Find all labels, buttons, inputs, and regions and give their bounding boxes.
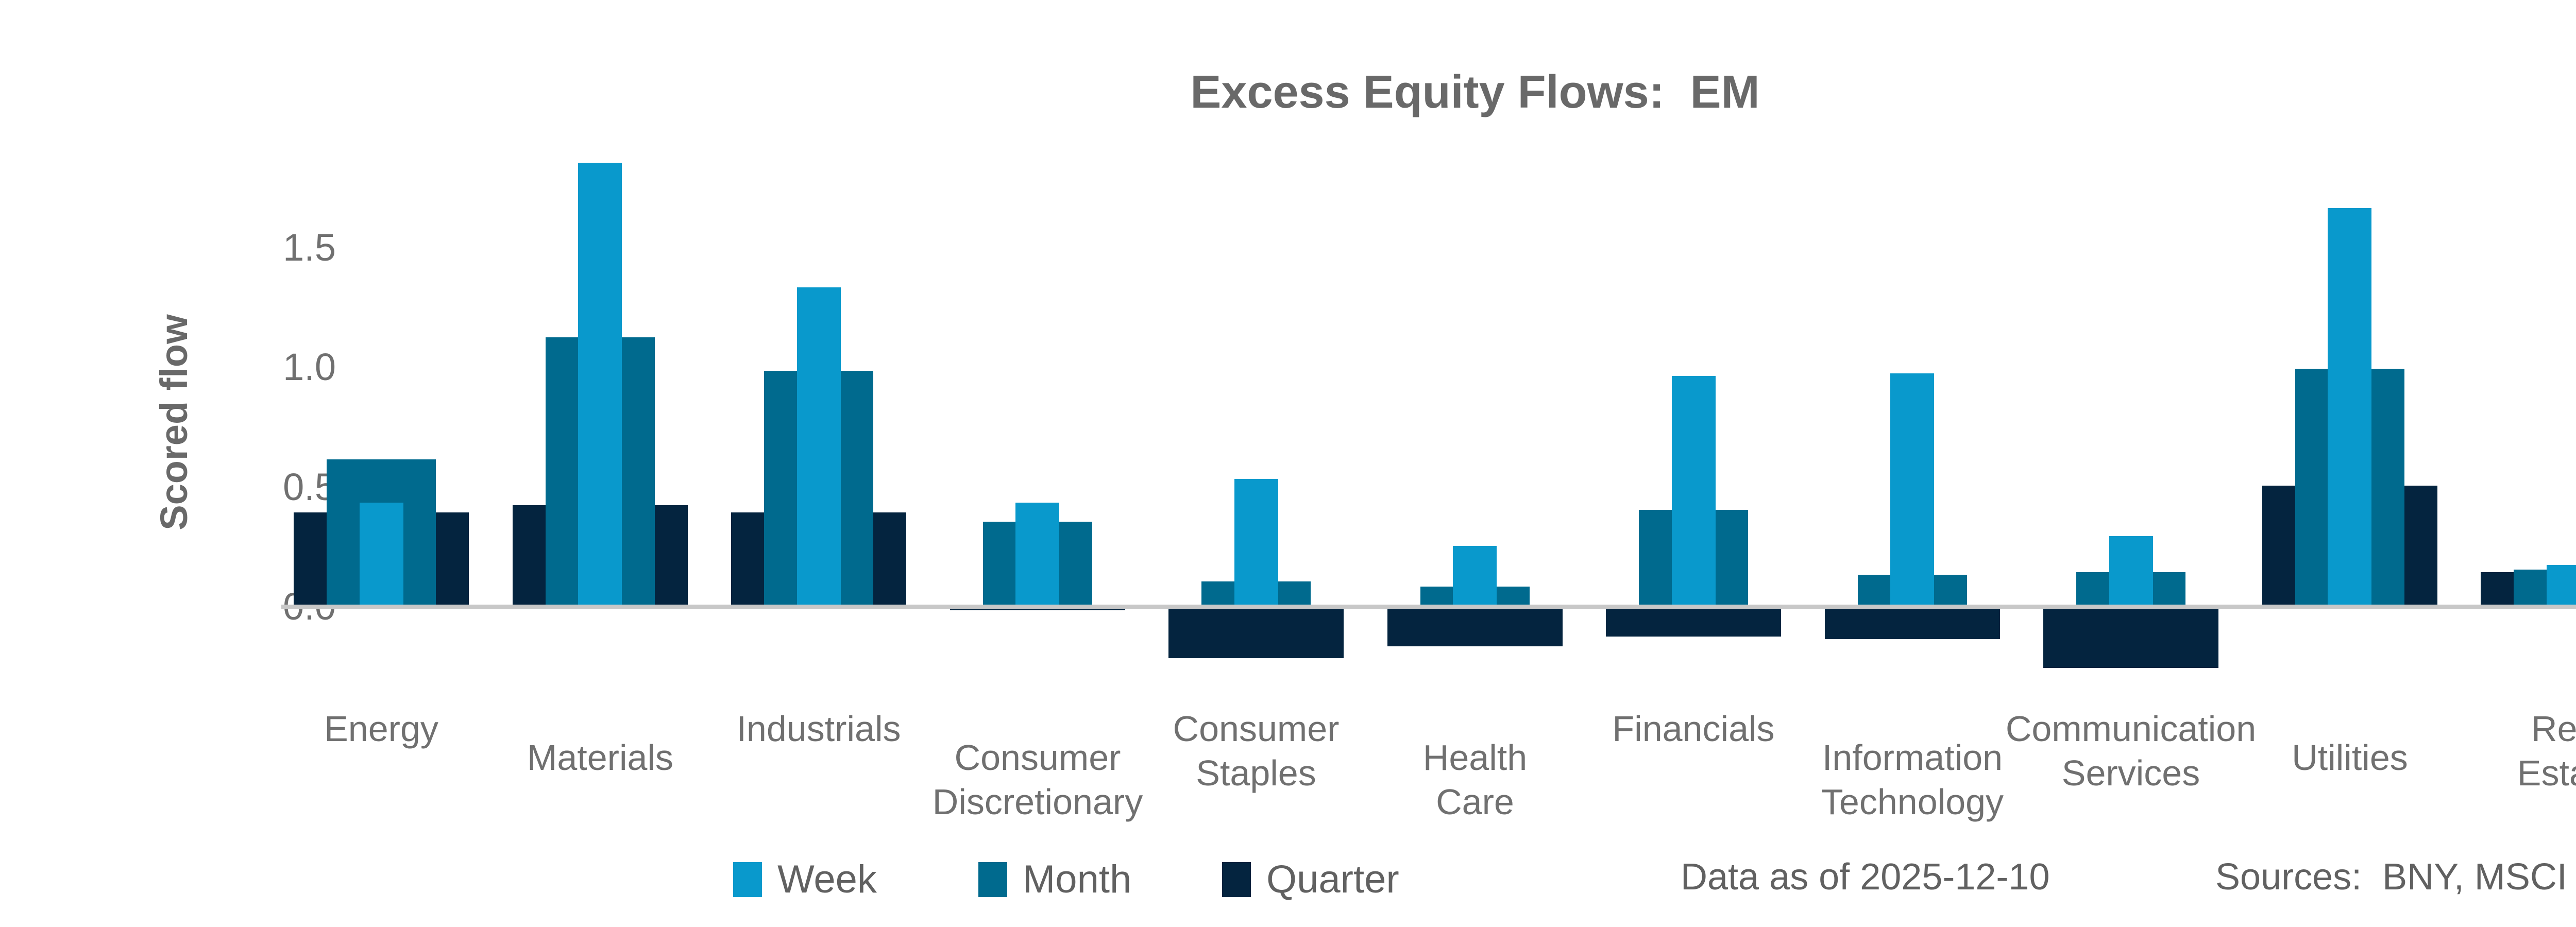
bar-week-utilities — [2328, 208, 2371, 606]
bar-week-communication-services — [2109, 536, 2153, 606]
bar-week-consumer-discretionary — [1015, 503, 1059, 606]
bar-week-energy — [360, 503, 403, 606]
bar-quarter-information-technology — [1825, 606, 2000, 639]
x-label-communication-services: Communication Services — [2005, 709, 2257, 793]
x-label-industrials: Industrials — [736, 709, 901, 749]
bar-week-consumer-staples — [1234, 479, 1278, 606]
sources-note: Sources: BNY, MSCI — [2215, 856, 2567, 898]
y-tick-1-0: 1.0 — [283, 346, 336, 388]
bar-week-materials — [578, 163, 622, 606]
x-label-consumer-discretionary: Consumer Discretionary — [932, 737, 1143, 822]
x-label-materials: Materials — [527, 737, 673, 778]
x-label-information-technology: Information Technology — [1821, 737, 2004, 822]
legend-label-month: Month — [1023, 857, 1132, 901]
bar-quarter-financials — [1606, 606, 1781, 637]
legend-swatch-quarter — [1222, 862, 1251, 897]
x-label-consumer-staples: Consumer Staples — [1173, 709, 1340, 793]
legend-label-week: Week — [777, 857, 877, 901]
x-axis-baseline — [281, 605, 2576, 609]
x-label-health-care: Health Care — [1422, 737, 1528, 822]
bar-quarter-health-care — [1387, 606, 1563, 646]
bar-quarter-communication-services — [2043, 606, 2218, 668]
legend-swatch-week — [733, 862, 762, 897]
y-axis-title: Scored flow — [152, 314, 195, 530]
chart-title: Excess Equity Flows: EM — [1190, 66, 1760, 118]
bar-week-financials — [1672, 376, 1716, 606]
bar-week-real-estate — [2547, 565, 2576, 606]
x-label-utilities: Utilities — [2292, 737, 2408, 778]
bar-quarter-consumer-staples — [1168, 606, 1344, 658]
legend-item-week: Week — [733, 857, 877, 901]
bar-week-information-technology — [1890, 373, 1934, 606]
legend-label-quarter: Quarter — [1266, 857, 1399, 901]
legend-item-quarter: Quarter — [1222, 857, 1399, 901]
x-label-real-estate: RealEstate — [2517, 709, 2576, 793]
legend-swatch-month — [978, 862, 1007, 897]
bar-week-health-care — [1453, 546, 1497, 606]
y-tick-0-5: 0.5 — [283, 465, 336, 508]
data-as-of-note: Data as of 2025-12-10 — [1681, 856, 2050, 898]
y-tick-1-5: 1.5 — [283, 226, 336, 269]
legend-item-month: Month — [978, 857, 1132, 901]
x-label-financials: Financials — [1612, 709, 1775, 749]
bar-week-industrials — [797, 287, 841, 606]
x-label-energy: Energy — [324, 709, 438, 749]
